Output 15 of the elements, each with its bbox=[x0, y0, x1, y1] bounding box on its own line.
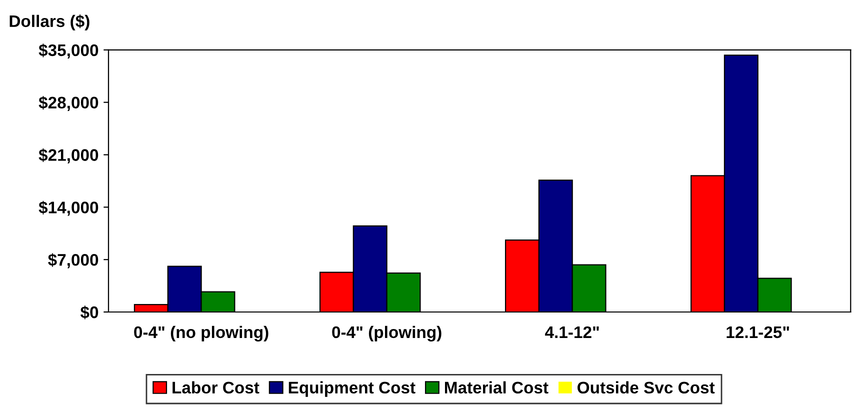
legend-label: Outside Svc Cost bbox=[578, 381, 715, 394]
legend-label: Equipment Cost bbox=[288, 381, 416, 397]
x-tick-label: 0-4" (plowing) bbox=[332, 326, 442, 342]
x-tick-label: 12.1-25" bbox=[726, 326, 789, 338]
x-tick-label: 4.1-12" bbox=[545, 326, 599, 338]
y-tick-label: $28,000 bbox=[38, 96, 98, 111]
x-tick-label: 0-4" (no plowing) bbox=[134, 326, 268, 342]
y-tick-label: $21,000 bbox=[38, 148, 98, 164]
y-tick-label: $14,000 bbox=[38, 200, 98, 216]
y-tick-label: $7,000 bbox=[48, 253, 98, 268]
y-tick-label: $0 bbox=[80, 306, 98, 320]
y-axis-title: Dollars ($) bbox=[10, 14, 90, 30]
legend-label: Material Cost bbox=[444, 381, 548, 394]
legend-label: Labor Cost bbox=[172, 381, 260, 394]
y-tick-label: $35,000 bbox=[38, 44, 98, 59]
